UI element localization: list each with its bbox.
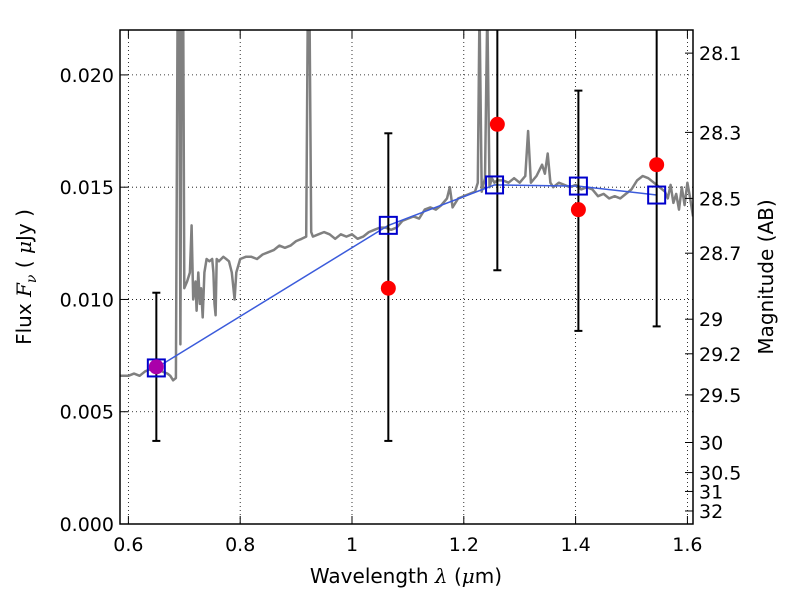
model-point-square <box>568 176 588 196</box>
x-tick-label: 1.6 <box>672 534 702 556</box>
magnitude-tick-label: 28.3 <box>699 122 741 144</box>
y-tick-label: 0.000 <box>60 514 114 536</box>
x-axis-label: Wavelength λ (μm) <box>310 564 502 588</box>
y-tick-label: 0.010 <box>60 289 114 311</box>
magnitude-tick-label: 28.1 <box>699 43 741 65</box>
x-tick-label: 0.8 <box>225 534 255 556</box>
magnitude-tick-label: 28.5 <box>699 188 741 210</box>
y-tick-label: 0.005 <box>60 402 114 424</box>
model-connect-line <box>155 184 657 369</box>
magnitude-tick-label: 29 <box>699 309 723 331</box>
axes-frame <box>119 29 694 525</box>
magnitude-axis-label: Magnitude (AB) <box>754 199 778 354</box>
observed-point <box>380 280 396 296</box>
y-axis-ticks: 0.000 0.005 0.010 0.015 0.020 <box>60 65 128 536</box>
observed-point <box>570 202 586 218</box>
x-tick-label: 0.6 <box>113 534 143 556</box>
model-point-square <box>647 185 667 205</box>
magnitude-tick-label: 30 <box>699 432 723 454</box>
observed-points <box>148 116 665 375</box>
y-tick-label: 0.020 <box>60 65 114 87</box>
model-point-square <box>378 215 398 235</box>
magnitude-tick-label: 30.5 <box>699 463 741 485</box>
x-tick-label: 1.4 <box>560 534 590 556</box>
template-spectrum-line <box>120 30 693 382</box>
model-point-square <box>485 175 505 195</box>
observed-point <box>649 157 665 173</box>
y-axis-label: Flux Fν ( μJy ) <box>12 209 40 345</box>
y-tick-label: 0.015 <box>60 177 114 199</box>
x-axis-ticks: 0.6 0.8 1 1.2 1.4 1.6 <box>113 30 703 556</box>
magnitude-tick-label: 29.5 <box>699 385 741 407</box>
observed-point <box>489 116 505 132</box>
magnitude-tick-label: 32 <box>699 501 723 523</box>
x-tick-label: 1 <box>346 534 358 556</box>
magnitude-tick-label: 28.7 <box>699 243 741 265</box>
magnitude-tick-label: 29.2 <box>699 344 741 366</box>
magnitude-tick-label: 31 <box>699 481 723 503</box>
plot-area <box>120 30 693 442</box>
model-points <box>146 175 667 378</box>
observed-point <box>148 359 164 375</box>
x-tick-label: 1.2 <box>449 534 479 556</box>
